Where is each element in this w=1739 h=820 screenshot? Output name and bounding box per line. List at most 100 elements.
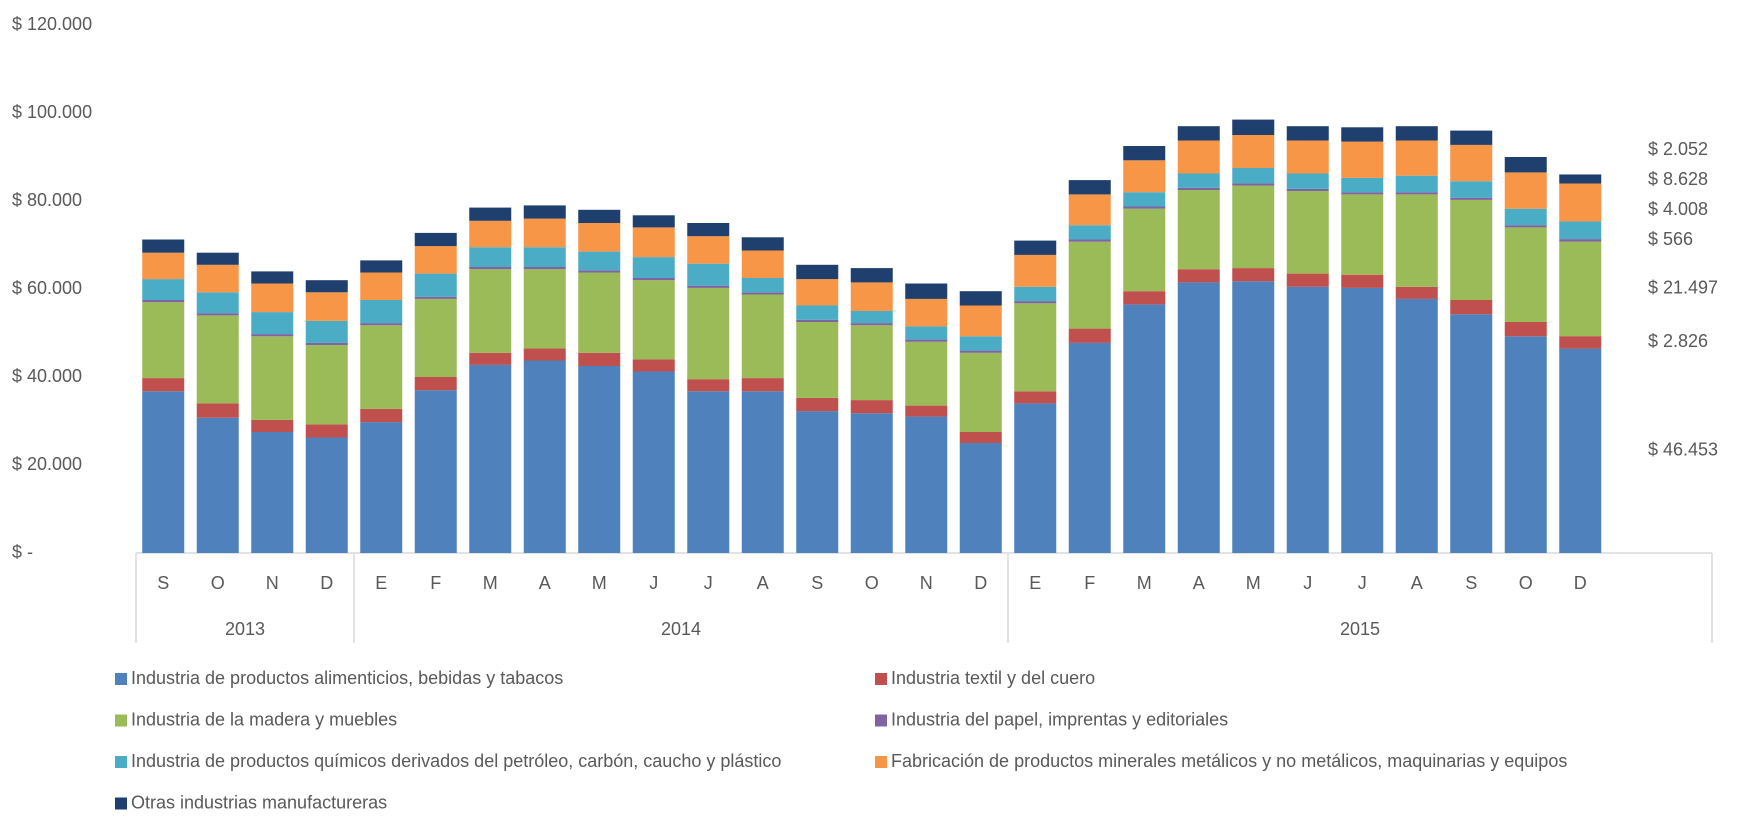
bar-segment	[414, 246, 457, 274]
bar-segment	[196, 313, 239, 316]
x-group-label: 2015	[1340, 619, 1380, 639]
bar-segment	[578, 270, 621, 273]
bar-segment	[687, 263, 730, 286]
bar-segment	[1177, 190, 1220, 270]
bar-segment	[469, 352, 512, 365]
bar-segment	[1341, 194, 1384, 275]
bar-segment	[1014, 240, 1057, 255]
value-label: $ 566	[1648, 229, 1693, 249]
bar-segment	[1068, 328, 1111, 343]
legend-swatch	[115, 714, 127, 727]
x-tick-label: A	[539, 573, 551, 593]
bar-segment	[196, 315, 239, 404]
bar-segment	[1068, 241, 1111, 329]
bar-segment	[796, 411, 839, 553]
bar-segment	[1177, 126, 1220, 141]
legend-label: Industria de productos alimenticios, beb…	[131, 668, 563, 688]
bar-segment	[1232, 135, 1275, 168]
bar-segment	[1068, 225, 1111, 240]
bar-segment	[850, 311, 893, 324]
bar-segment	[1286, 188, 1329, 192]
bar-segment	[469, 220, 512, 248]
bar-segment	[305, 280, 348, 293]
bar-segment	[959, 443, 1002, 553]
bar-segment	[1123, 304, 1166, 553]
bar-segment	[1559, 183, 1602, 222]
bar-segment	[1177, 187, 1220, 190]
bar-segment	[687, 223, 730, 237]
bar-segment	[1123, 192, 1166, 207]
bar-segment	[741, 378, 784, 392]
bar-segment	[741, 278, 784, 293]
bar-segment	[251, 312, 294, 335]
bar-segment	[687, 285, 730, 288]
bar-segment	[1014, 391, 1057, 404]
bar-segment	[796, 305, 839, 320]
bar-segment	[1450, 197, 1493, 200]
bar-segment	[1286, 273, 1329, 287]
bar-segment	[414, 390, 457, 553]
bar-segment	[687, 236, 730, 264]
bar-segment	[523, 267, 566, 270]
bar-segment	[305, 424, 348, 438]
bar-segment	[632, 280, 675, 360]
bar-segment	[523, 218, 566, 248]
bar-segment	[1014, 286, 1057, 302]
bar-segment	[1341, 287, 1384, 553]
legend-swatch	[115, 797, 127, 810]
bar-segment	[959, 336, 1002, 351]
legend-swatch	[115, 756, 127, 768]
value-label: $ 46.453	[1648, 440, 1718, 460]
bar-segment	[1177, 140, 1220, 174]
legend-label: Otras industrias manufactureras	[131, 792, 387, 812]
bar-segment	[1450, 181, 1493, 198]
bar-segment	[741, 294, 784, 379]
y-tick-label: $ 40.000	[12, 366, 82, 386]
x-tick-label: J	[1358, 573, 1367, 593]
x-tick-label: N	[266, 573, 279, 593]
bar-segment	[1068, 342, 1111, 553]
value-label: $ 2.052	[1648, 139, 1708, 159]
bar-segment	[1286, 126, 1329, 141]
x-tick-label: D	[320, 573, 333, 593]
legend-swatch	[115, 673, 127, 685]
bar-segment	[850, 400, 893, 414]
bar-segment	[469, 247, 512, 267]
bar-segment	[796, 319, 839, 322]
bar-segment	[850, 282, 893, 311]
bar-segment	[632, 257, 675, 278]
bar-segment	[1395, 140, 1438, 176]
legend-swatch	[875, 714, 887, 727]
bar-segment	[959, 350, 1002, 353]
bar-segment	[578, 366, 621, 553]
x-tick-label: A	[757, 573, 769, 593]
bar-segment	[1504, 225, 1547, 228]
bar-segment	[1341, 141, 1384, 178]
bar-segment	[905, 339, 948, 342]
bar-segment	[687, 379, 730, 392]
bar-segment	[1395, 194, 1438, 287]
legend-swatch	[875, 756, 887, 768]
bar-segment	[469, 269, 512, 353]
bar-segment	[1559, 336, 1602, 349]
bar-segment	[1504, 208, 1547, 226]
bar-segment	[741, 292, 784, 295]
bar-segment	[142, 239, 185, 253]
bar-segment	[196, 292, 239, 314]
legend-label: Industria textil y del cuero	[891, 668, 1095, 688]
bar-segment	[414, 273, 457, 297]
bar-segment	[850, 323, 893, 326]
bar-segment	[578, 352, 621, 366]
bar-segment	[1068, 180, 1111, 195]
bar-segment	[469, 207, 512, 221]
bar-segment	[469, 364, 512, 553]
bar-segment	[1232, 119, 1275, 135]
value-label: $ 21.497	[1648, 278, 1718, 298]
bar-segment	[905, 341, 948, 406]
bar-segment	[1123, 206, 1166, 209]
x-tick-label: D	[1574, 573, 1587, 593]
x-tick-label: J	[1303, 573, 1312, 593]
value-label: $ 2.826	[1648, 331, 1708, 351]
x-tick-label: A	[1411, 573, 1423, 593]
bar-segment	[251, 271, 294, 284]
